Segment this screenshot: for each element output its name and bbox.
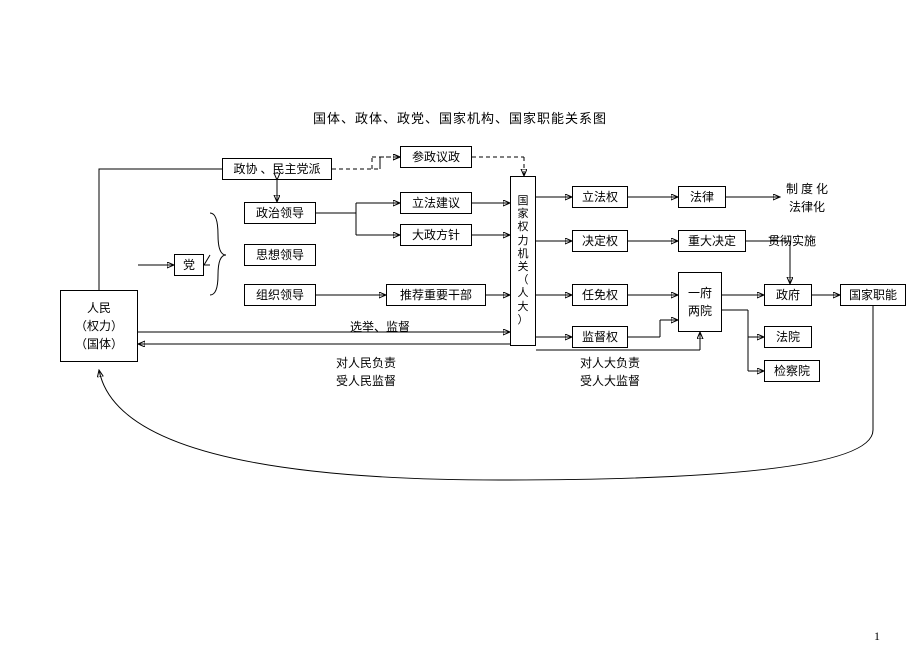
node-canzheng: 参政议政	[400, 146, 472, 168]
diagram-title: 国体、政体、政党、国家机构、国家职能关系图	[0, 108, 920, 127]
node-zhengfu: 政府	[764, 284, 812, 306]
node-jiancha: 检察院	[764, 360, 820, 382]
label-xuanju: 选举、监督	[350, 318, 410, 336]
node-zhineng: 国家职能	[840, 284, 906, 306]
node-lifaquan: 立法权	[572, 186, 628, 208]
label-zhidu: 制 度 化法律化	[786, 180, 828, 216]
node-npc: 国家权力机关（人大）	[510, 176, 536, 346]
node-thought-lead: 思想领导	[244, 244, 316, 266]
node-zhongda: 重大决定	[678, 230, 746, 252]
label-guanche: 贯彻实施	[768, 232, 816, 250]
node-jianduquan: 监督权	[572, 326, 628, 348]
node-party: 党	[174, 254, 204, 276]
node-fayuan: 法院	[764, 326, 812, 348]
node-juedingquan: 决定权	[572, 230, 628, 252]
node-org-lead: 组织领导	[244, 284, 316, 306]
node-tuijian: 推荐重要干部	[386, 284, 486, 306]
node-cppcc: 政协 、民主党派	[222, 158, 332, 180]
node-dazheng: 大政方针	[400, 224, 472, 246]
node-people: 人民（权力）（国体）	[60, 290, 138, 362]
node-pol-lead: 政治领导	[244, 202, 316, 224]
node-yifu: 一府两院	[678, 272, 722, 332]
node-lifajianyi: 立法建议	[400, 192, 472, 214]
node-renmianquan: 任免权	[572, 284, 628, 306]
label-duirenmin: 对人民负责受人民监督	[336, 354, 396, 390]
node-falv: 法律	[678, 186, 726, 208]
page-number: 1	[874, 629, 880, 644]
label-duirenda: 对人大负责受人大监督	[580, 354, 640, 390]
